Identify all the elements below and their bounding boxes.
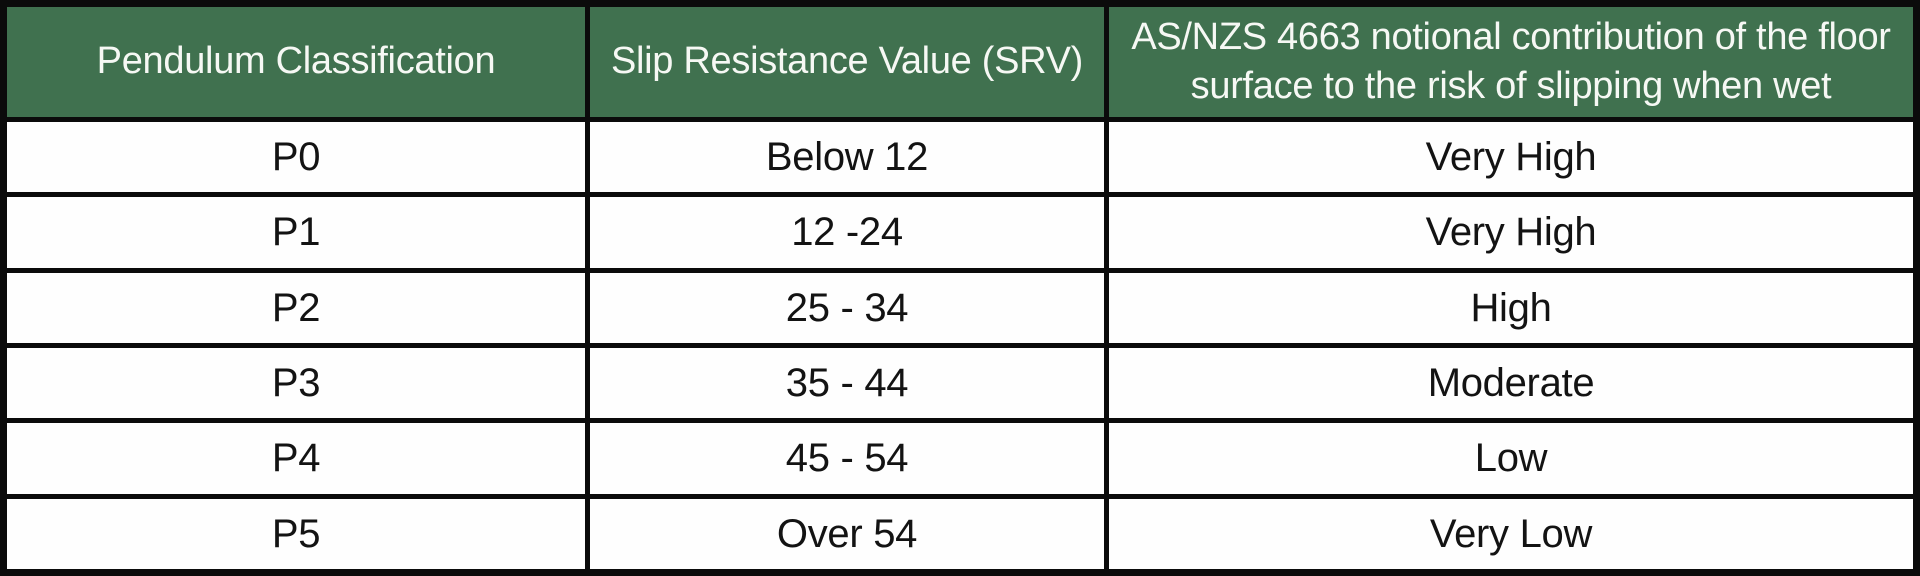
cell-risk-p0: Very High — [1109, 122, 1913, 193]
cell-classification-p5: P5 — [7, 498, 585, 569]
header-label-pendulum-classification: Pendulum Classification — [96, 40, 496, 83]
cell-risk-p2: High — [1109, 272, 1913, 343]
cell-srv-p5: Over 54 — [590, 498, 1104, 569]
cell-classification-p3: P3 — [7, 348, 585, 419]
header-label-asnzs-risk-line1: AS/NZS 4663 notional contribution of the… — [1131, 15, 1891, 58]
cell-classification-p1: P1 — [7, 197, 585, 268]
cell-srv-p0: Below 12 — [590, 122, 1104, 193]
cell-risk-p1: Very High — [1109, 197, 1913, 268]
cell-srv-p3: 35 - 44 — [590, 348, 1104, 419]
cell-classification-p4: P4 — [7, 423, 585, 494]
cell-risk-p3: Moderate — [1109, 348, 1913, 419]
header-cell-asnzs-risk: AS/NZS 4663 notional contribution of the… — [1109, 7, 1913, 117]
header-label-asnzs-risk-line2: surface to the risk of slipping when wet — [1190, 65, 1832, 107]
cell-classification-p0: P0 — [7, 122, 585, 193]
header-label-srv: Slip Resistance Value (SRV) — [610, 40, 1084, 83]
cell-srv-p4: 45 - 54 — [590, 423, 1104, 494]
cell-risk-p4: Low — [1109, 423, 1913, 494]
cell-classification-p2: P2 — [7, 272, 585, 343]
header-cell-pendulum-classification: Pendulum Classification — [7, 7, 585, 117]
cell-srv-p2: 25 - 34 — [590, 272, 1104, 343]
cell-srv-p1: 12 -24 — [590, 197, 1104, 268]
header-cell-srv: Slip Resistance Value (SRV) — [590, 7, 1104, 117]
cell-risk-p5: Very Low — [1109, 498, 1913, 569]
